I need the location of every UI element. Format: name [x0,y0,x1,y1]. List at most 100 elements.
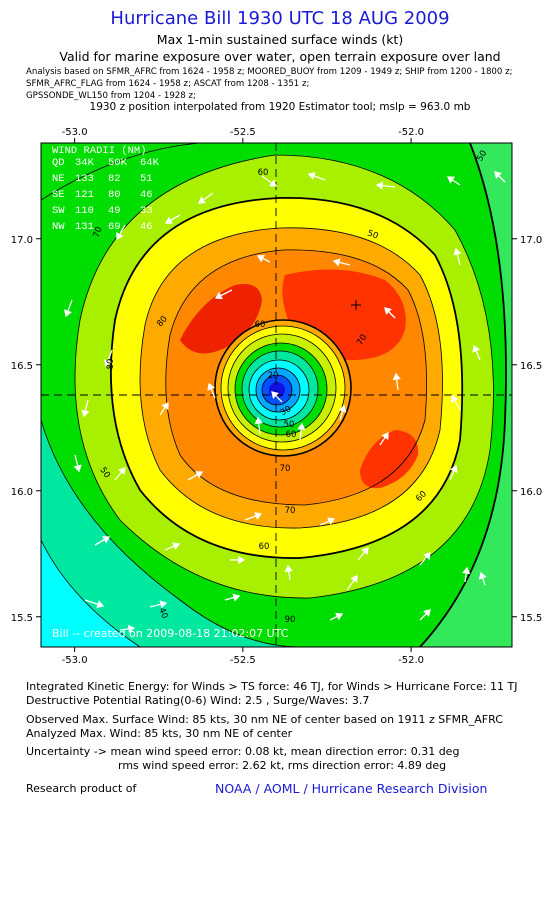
wind-vector-arrowhead [375,181,384,190]
wind-radii-cell: 64K [140,157,160,169]
research-org-link[interactable]: NOAA / AOML / Hurricane Research Divisio… [215,781,488,796]
wind-radii-cell: NW [52,221,65,233]
wind-radii-cell: 133 [75,173,94,185]
wind-radii-cell: 34K [75,157,95,169]
contour-label: 70 [355,333,369,347]
wind-radii-cell: 131 [75,221,94,233]
wind-vector-arrowhead [327,517,336,526]
contour-label: 40 [156,607,169,621]
wind-vector-arrowhead [118,467,126,475]
map-frame [40,142,513,648]
contour-label: 50 [475,149,489,163]
wind-vector-arrowhead [102,536,111,544]
lat-label-right: 16.0 [520,487,542,498]
lat-label-right: 17.0 [520,235,542,246]
contour-label: 70 [92,226,105,240]
wind-radii-cell: 121 [75,189,94,201]
wind-vector-arrowhead [116,232,124,241]
lon-label-top: -52.0 [398,127,424,138]
wind-vector-arrowhead [96,600,105,609]
max-wind-marker [351,300,361,310]
contour-label: 80 [106,359,116,370]
wind-radii-cell: SE [52,189,65,201]
wind-vector-arrowhead [256,254,265,263]
wind-radii-cell: 46 [140,189,153,201]
uncertainty-line-2: rms wind speed error: 2.62 kt, rms direc… [118,759,447,772]
wind-vector-arrowhead [207,382,216,391]
lon-label-top: -53.0 [62,127,88,138]
wind-vector-arrowhead [159,600,168,609]
wind-radii-cell: 46 [140,221,153,233]
wind-radii-cell: QD [52,157,65,169]
wind-vector-arrowhead [214,291,223,300]
wind-vector-arrowhead [472,344,481,353]
wind-radii-cell: SW [52,205,65,217]
wind-vector-arrowhead [271,391,279,399]
contour-label: 30 [279,404,293,418]
map-axes: -53.0-53.0-52.5-52.5-52.0-52.0-51.5-51.5… [11,127,543,666]
wind-vectors [64,171,506,633]
contour-label: 60 [286,430,297,440]
lat-label-right: 15.5 [520,613,542,624]
contour-label: 70 [285,506,296,516]
contour-label: 60 [259,542,270,552]
observed-max-line: Observed Max. Surface Wind: 85 kts, 30 n… [26,713,503,726]
source-line-2: SFMR_AFRC_FLAG from 1624 - 1958 z; ASCAT… [26,79,310,89]
contour-label: 50 [366,229,380,242]
lat-label-left: 15.5 [11,613,33,624]
wind-vector-arrowhead [381,431,389,441]
wind-vector-arrowhead [268,179,278,187]
wind-radii-cell: 49 [108,205,121,217]
wind-vector-arrowhead [338,404,347,413]
wind-radii-cell: 82 [108,173,121,185]
page-title: Hurricane Bill 1930 UTC 18 AUG 2009 [110,8,450,29]
subtitle-winds: Max 1-min sustained surface winds (kt) [156,32,404,47]
wind-radii-cell: 69 [108,221,121,233]
wind-vector-arrowhead [423,552,431,560]
lat-label-left: 16.0 [11,487,33,498]
lon-label-top: -52.5 [230,127,256,138]
wind-radii-cell: 50K [108,157,128,169]
analyzed-max-line: Analyzed Max. Wind: 85 kts, 30 nm NE of … [26,727,293,740]
lon-label-bottom: -52.5 [230,655,256,666]
wind-vector-arrowhead [449,464,458,473]
wind-vector-arrowhead [104,359,112,368]
wind-vector-arrowhead [164,216,173,224]
uncertainty-line-1: Uncertainty -> mean wind speed error: 0.… [26,745,460,758]
wind-radii-cell: 33 [140,205,153,217]
wind-vector-arrowhead [297,422,306,431]
wind-vector-arrowhead [350,574,358,584]
wind-vector-arrowhead [384,307,392,315]
wind-vector-arrowhead [332,258,341,267]
research-label: Research product of [26,782,137,795]
wind-radii-cell: 110 [75,205,94,217]
wind-vector-arrowhead [172,542,181,551]
wind-vector-arrowhead [494,171,502,179]
contour-label: 70 [280,464,291,474]
wind-vector-arrowhead [478,571,487,580]
contour-label: 60 [258,168,269,178]
wind-vector-arrowhead [446,176,456,184]
wind-radii-table: WIND RADII (NM) QD 34K 50K 64K NE 133 82 51 SE 12… [52,145,160,233]
subtitle-exposure: Valid for marine exposure over water, op… [59,49,501,64]
wind-vector-arrowhead [453,247,462,256]
wind-vector-arrowhead [238,555,246,565]
dpr-line: Destructive Potential Rating(0-6) Wind: … [26,694,370,707]
wind-vector-arrowhead [254,512,263,520]
wind-vector-arrowhead [451,394,459,403]
contour-label: 20 [268,371,279,381]
source-line-1: Analysis based on SFMR_AFRC from 1624 - … [26,67,513,77]
wind-vector-arrowhead [335,612,344,621]
wind-vector-arrowhead [81,409,90,418]
wind-vector-arrowhead [462,566,471,575]
wind-vector-arrowhead [254,416,263,425]
contour-label: 60 [255,320,266,330]
wind-vector-arrowhead [392,372,401,381]
wind-vector-arrowhead [423,609,431,617]
ike-line: Integrated Kinetic Energy: for Winds > T… [26,680,518,693]
contour-label: 90 [285,615,296,625]
wind-vector-arrowhead [361,547,369,555]
wind-vector-arrowhead [73,464,82,473]
source-line-3: GPSSONDE_WL150 from 1204 - 1928 z; [26,91,196,101]
